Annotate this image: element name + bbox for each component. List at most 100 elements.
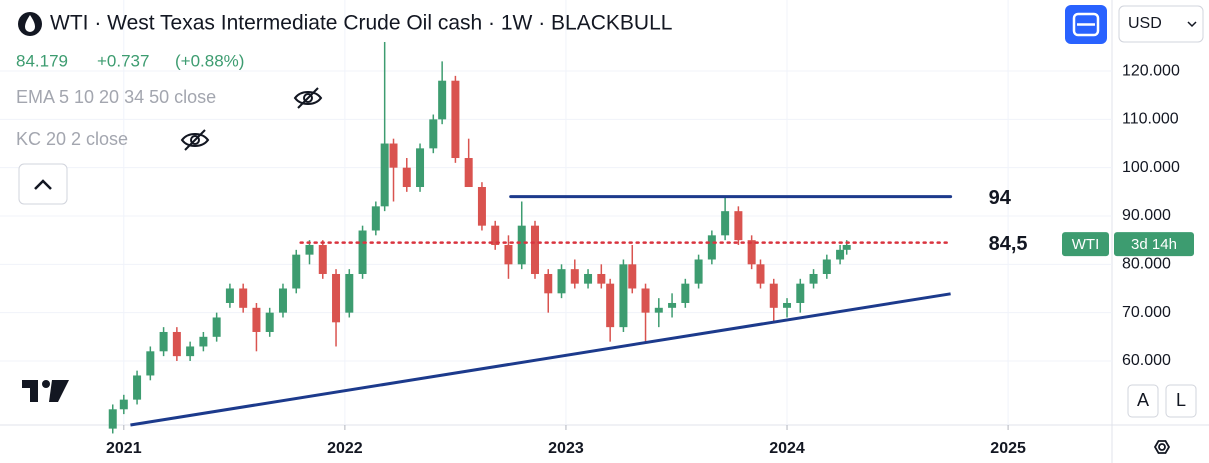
candle-body <box>783 302 792 308</box>
hidden-eye-icon[interactable] <box>180 129 210 151</box>
candle-body <box>108 409 117 429</box>
indicator-label: EMA 5 10 20 34 50 close <box>16 87 216 107</box>
price-change: +0.737 <box>97 51 149 70</box>
candle-body <box>464 158 473 188</box>
candle-body <box>225 288 234 303</box>
fullscreen-button[interactable] <box>1065 5 1107 44</box>
x-tick-label: 2021 <box>106 440 142 457</box>
candle-body <box>557 269 566 294</box>
candle-body <box>429 119 438 149</box>
button-label: A <box>1137 390 1149 410</box>
candle-body <box>265 312 274 332</box>
y-tick-label: 100.000 <box>1122 159 1180 176</box>
candle-body <box>416 148 425 188</box>
candle-body <box>747 240 756 265</box>
x-tick-label: 2024 <box>769 440 805 457</box>
candle-body <box>721 211 730 236</box>
countdown-tag <box>1114 232 1194 257</box>
y-tick-label: 60.000 <box>1122 352 1171 369</box>
level-label: 84,5 <box>989 233 1028 255</box>
candle-body <box>809 273 818 284</box>
candle-body <box>389 143 398 168</box>
tradingview-logo <box>22 380 69 402</box>
candle-body <box>544 273 553 294</box>
hidden-eye-icon[interactable] <box>293 87 323 109</box>
collapse-button[interactable] <box>18 163 68 205</box>
candle-body <box>380 143 389 207</box>
candle-body <box>491 225 500 245</box>
grid <box>0 0 1112 425</box>
candle-body <box>769 283 778 308</box>
last-price: 84.179 <box>16 51 68 70</box>
candle-body <box>619 264 628 328</box>
trend-line <box>130 292 951 427</box>
candle-body <box>402 167 411 188</box>
currency: USD <box>1128 15 1162 32</box>
log-scale-button[interactable]: L <box>1165 384 1197 418</box>
candle-body <box>146 351 155 376</box>
candle-body <box>451 80 460 159</box>
candle-body <box>239 288 248 308</box>
candle-body <box>570 269 579 284</box>
candle-body <box>292 254 301 289</box>
candle-body <box>345 273 354 313</box>
auto-scale-button[interactable]: A <box>1127 384 1159 418</box>
candle-body <box>133 375 142 400</box>
candle-body <box>212 317 221 337</box>
candle-body <box>252 307 261 332</box>
candle-body <box>694 259 703 284</box>
candle-body <box>628 264 637 289</box>
y-tick-label: 70.000 <box>1122 304 1171 321</box>
x-tick-label: 2022 <box>327 440 363 457</box>
candle-body <box>358 230 367 274</box>
candle-body <box>822 259 831 274</box>
countdown: 3d 14h <box>1131 236 1177 253</box>
candle-body <box>668 302 677 308</box>
candle-body <box>332 273 341 323</box>
candle-body <box>278 288 287 313</box>
currency-select[interactable]: USD <box>1118 5 1204 43</box>
symbol-icon <box>18 12 42 36</box>
candle-body <box>641 288 650 313</box>
candle-body <box>318 244 327 274</box>
chart-title: WTI · West Texas Intermediate Crude Oil … <box>50 12 672 35</box>
candle-body <box>796 283 805 303</box>
candle-body <box>606 283 615 328</box>
candle-body <box>584 273 593 284</box>
candle-body <box>305 244 314 255</box>
settings-button[interactable] <box>1153 440 1171 454</box>
candle-body <box>477 187 486 226</box>
candle-body <box>597 273 606 284</box>
x-tick-label: 2025 <box>990 440 1026 457</box>
candle-body <box>172 331 181 357</box>
candle-body <box>438 80 447 120</box>
candle-body <box>199 336 208 347</box>
candle-body <box>836 249 845 260</box>
price-change-pct: (+0.88%) <box>175 51 244 70</box>
candle-body <box>517 225 526 265</box>
y-tick-label: 90.000 <box>1122 207 1171 224</box>
candle-body <box>119 399 128 410</box>
candle-body <box>756 264 765 284</box>
y-tick-label: 120.000 <box>1122 62 1180 79</box>
candle-body <box>707 235 716 260</box>
candle-body <box>159 331 168 352</box>
candle-body <box>734 211 743 241</box>
level-label: 94 <box>989 187 1012 209</box>
candle-body <box>530 225 539 274</box>
x-tick-label: 2023 <box>548 440 584 457</box>
candle-body <box>504 244 513 265</box>
indicator-label: KC 20 2 close <box>16 129 128 149</box>
y-tick-label: 80.000 <box>1122 256 1171 273</box>
candle-body <box>186 346 195 357</box>
candle-body <box>654 307 663 313</box>
y-tick-label: 110.000 <box>1122 111 1179 128</box>
symbol-tag: WTI <box>1072 236 1100 253</box>
button-label: L <box>1176 390 1186 410</box>
marks <box>108 42 953 434</box>
candle-body <box>842 244 851 250</box>
candle-body <box>681 283 690 303</box>
candle-body <box>371 206 380 231</box>
